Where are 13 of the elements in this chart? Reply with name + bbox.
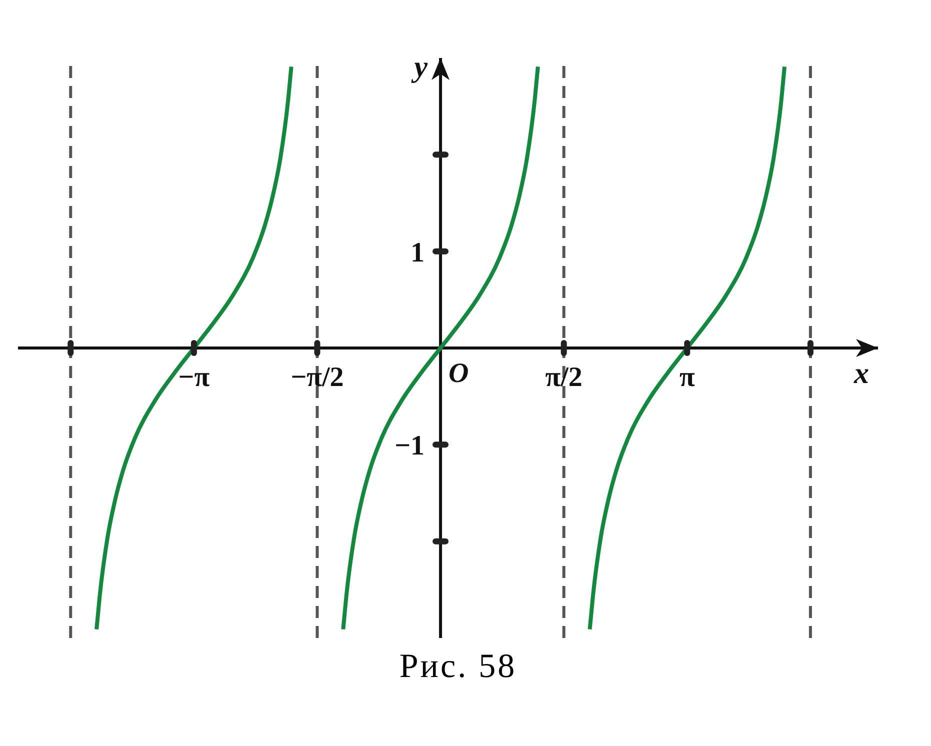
- line-series: [341, 64, 540, 632]
- x-tick-label: −π/2: [290, 362, 344, 393]
- line-series: [94, 64, 294, 632]
- annotation: O: [448, 358, 469, 389]
- line-series: [588, 64, 787, 632]
- y-tick-label: −1: [394, 430, 425, 462]
- x-axis-title: x: [853, 357, 869, 390]
- y-tick-label: 1: [410, 237, 425, 268]
- y-axis-title: y: [411, 50, 428, 84]
- x-tick-label: π/2: [545, 362, 582, 393]
- text: Рис. 58: [398, 648, 518, 686]
- x-tick-label: −π: [178, 362, 210, 393]
- x-tick-label: π: [679, 362, 696, 393]
